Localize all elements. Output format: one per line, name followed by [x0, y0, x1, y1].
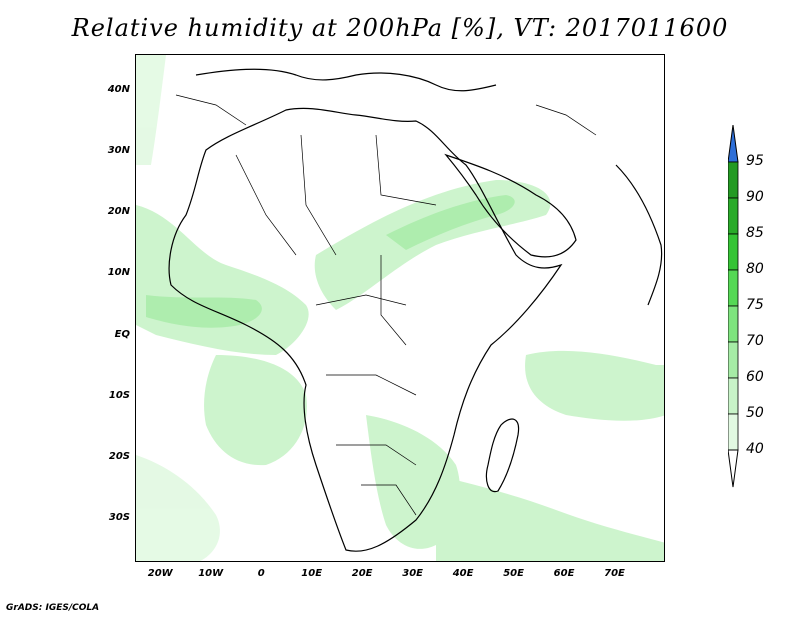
madagascar-coastline: [485, 418, 520, 493]
colorbar-label: 60: [746, 369, 764, 385]
border: [175, 94, 247, 126]
humidity-region-west-africa: [136, 205, 309, 355]
longitude-label: 40E: [452, 568, 474, 579]
colorbar-segment: [728, 233, 739, 271]
credit-text: GrADS: IGES/COLA: [6, 603, 100, 613]
latitude-label: 10S: [108, 389, 130, 401]
longitude-label: 10W: [198, 568, 224, 579]
colorbar-top-arrow: [728, 125, 739, 163]
colorbar-label: 40: [746, 441, 764, 457]
longitude-label: 70E: [604, 568, 625, 579]
colorbar-segment: [728, 305, 739, 343]
colorbar-label: 85: [746, 225, 764, 241]
humidity-region-indian-ocean: [525, 350, 664, 421]
colorbar-label: 80: [746, 261, 764, 277]
latitude-label: 40N: [107, 83, 130, 95]
colorbar-segment: [728, 413, 739, 451]
humidity-region-central-africa: [204, 355, 307, 466]
border: [315, 294, 407, 306]
humidity-region-southwest: [136, 455, 220, 561]
border: [235, 154, 297, 256]
colorbar-segment: [728, 269, 739, 307]
border: [361, 484, 417, 516]
border: [300, 134, 337, 256]
humidity-region-south-indian-ocean: [436, 475, 664, 561]
colorbar-bottom-arrow: [728, 449, 739, 488]
border: [380, 255, 407, 346]
longitude-label: 20W: [147, 568, 173, 579]
colorbar-segment: [728, 377, 739, 415]
longitude-label: 30E: [402, 568, 423, 579]
colorbar-label: 50: [746, 405, 764, 421]
border: [336, 444, 417, 466]
colorbar-label: 75: [746, 297, 764, 313]
europe-coastline: [195, 68, 497, 92]
border: [326, 374, 417, 396]
humidity-region-sahel-band: [314, 180, 551, 310]
humidity-shading: [136, 55, 664, 561]
colorbar-label: 70: [746, 333, 764, 349]
colorbar-label: 95: [746, 153, 764, 169]
map-panel: [135, 54, 665, 562]
humidity-region-north-strip: [136, 55, 166, 165]
colorbar: [728, 125, 739, 488]
colorbar-segment: [728, 197, 739, 235]
coastlines: [168, 68, 663, 552]
arabia-coastline: [444, 153, 577, 258]
latitude-label: 30S: [108, 512, 130, 524]
longitude-label: 50E: [503, 568, 524, 579]
longitude-label: 0: [257, 568, 265, 579]
india-coastline: [615, 164, 663, 306]
latitude-label: 20S: [108, 450, 130, 462]
latitude-label: EQ: [114, 328, 130, 340]
latitude-label: 20N: [107, 206, 130, 218]
latitude-label: 10N: [107, 267, 130, 279]
africa-coastline: [168, 107, 563, 552]
border: [535, 104, 597, 136]
longitude-label: 20E: [351, 568, 373, 579]
map-title: Relative humidity at 200hPa [%], VT: 201…: [71, 14, 729, 42]
colorbar-label: 90: [746, 189, 764, 205]
colorbar-segment: [728, 161, 739, 199]
humidity-map: [136, 55, 664, 561]
latitude-label: 30N: [107, 144, 130, 156]
border: [375, 134, 437, 206]
country-borders: [175, 94, 597, 516]
longitude-label: 10E: [301, 568, 323, 579]
colorbar-segment: [728, 341, 739, 379]
longitude-label: 60E: [553, 568, 575, 579]
humidity-region-gulf: [386, 195, 515, 250]
